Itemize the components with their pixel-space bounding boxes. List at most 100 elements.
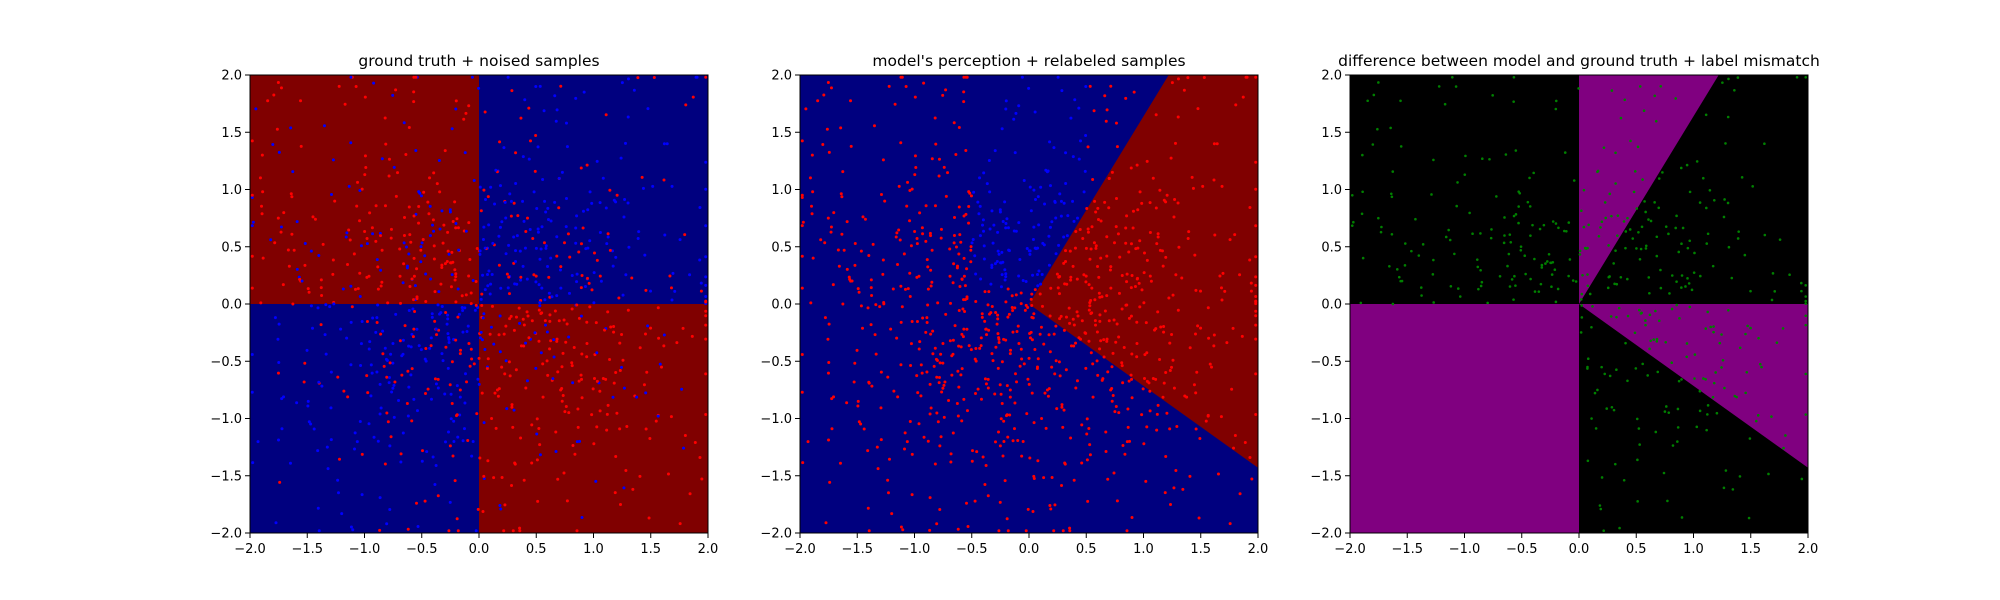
- sample-point: [412, 75, 416, 79]
- sample-point: [1056, 286, 1060, 290]
- sample-point: [649, 326, 653, 330]
- sample-point: [497, 387, 501, 391]
- sample-point: [467, 274, 471, 278]
- mismatch-point: [1657, 206, 1661, 210]
- sample-point: [1075, 277, 1079, 281]
- sample-point: [1092, 109, 1096, 113]
- sample-point: [1084, 85, 1088, 89]
- sample-point: [493, 391, 497, 395]
- sample-point: [1033, 348, 1037, 352]
- sample-point: [925, 320, 929, 324]
- mismatch-point: [1475, 258, 1479, 261]
- sample-point: [474, 529, 478, 533]
- sample-point: [871, 242, 875, 246]
- sample-point: [899, 525, 903, 529]
- sample-point: [519, 436, 523, 440]
- mismatch-point: [1580, 292, 1584, 296]
- sample-point: [1120, 274, 1124, 278]
- sample-point: [417, 205, 421, 209]
- sample-point: [497, 333, 501, 337]
- mismatch-point: [1722, 486, 1726, 490]
- sample-point: [1169, 156, 1173, 160]
- sample-point: [704, 255, 708, 259]
- mismatch-point: [1639, 312, 1643, 315]
- sample-point: [809, 301, 813, 305]
- sample-point: [1027, 356, 1031, 360]
- sample-point: [378, 528, 382, 532]
- sample-point: [1000, 250, 1004, 254]
- sample-point: [329, 438, 333, 442]
- sample-point: [1058, 192, 1062, 196]
- sample-point: [1031, 273, 1035, 277]
- sample-point: [521, 264, 525, 268]
- sample-point: [630, 276, 634, 280]
- sample-point: [1105, 294, 1109, 298]
- sample-point: [1136, 246, 1140, 250]
- sample-point: [983, 319, 987, 323]
- sample-point: [1110, 170, 1114, 174]
- sample-point: [928, 496, 932, 500]
- sample-point: [536, 145, 540, 149]
- sample-point: [1197, 516, 1201, 520]
- sample-points: [1350, 75, 1808, 533]
- sample-point: [317, 254, 321, 258]
- sample-point: [445, 259, 449, 263]
- sample-point: [970, 459, 974, 463]
- mismatch-point: [1723, 198, 1726, 201]
- sample-point: [1142, 301, 1146, 305]
- sample-point: [435, 333, 439, 337]
- sample-point: [454, 414, 458, 418]
- sample-point: [1206, 414, 1210, 418]
- sample-point: [938, 361, 942, 365]
- sample-point: [398, 274, 402, 278]
- sample-point: [978, 346, 982, 350]
- mismatch-point: [1675, 214, 1678, 218]
- sample-point: [957, 252, 961, 256]
- mismatch-point: [1738, 475, 1742, 478]
- sample-point: [1086, 230, 1090, 234]
- x-tick-label: 0.0: [1569, 542, 1590, 557]
- sample-point: [910, 493, 914, 497]
- sample-point: [251, 461, 255, 465]
- sample-point: [306, 287, 310, 291]
- sample-point: [1172, 486, 1176, 490]
- sample-point: [309, 304, 313, 308]
- sample-point: [666, 472, 670, 476]
- sample-point: [497, 263, 501, 267]
- sample-point: [928, 528, 932, 532]
- mismatch-point: [1687, 282, 1691, 285]
- x-tick-label: 1.5: [1190, 542, 1211, 557]
- mismatch-point: [1756, 414, 1760, 417]
- sample-point: [1065, 234, 1069, 238]
- mismatch-point: [1377, 216, 1380, 220]
- sample-point: [1114, 121, 1118, 125]
- sample-point: [1241, 95, 1245, 99]
- sample-point: [1056, 75, 1060, 79]
- sample-point: [572, 346, 576, 350]
- mismatch-point: [1698, 409, 1702, 413]
- sample-point: [1089, 351, 1093, 355]
- sample-point: [618, 341, 622, 345]
- sample-point: [592, 376, 596, 380]
- sample-point: [1138, 305, 1142, 309]
- mismatch-point: [1453, 252, 1456, 256]
- sample-point: [622, 486, 626, 490]
- sample-point: [374, 204, 378, 208]
- sample-point: [1054, 359, 1058, 363]
- sample-point: [428, 346, 432, 350]
- sample-point: [365, 275, 369, 279]
- sample-point: [897, 228, 901, 232]
- sample-point: [924, 239, 928, 243]
- sample-point: [1060, 403, 1064, 407]
- mismatch-point: [1667, 232, 1670, 236]
- sample-point: [1076, 216, 1080, 220]
- sample-point: [1039, 185, 1043, 189]
- mismatch-point: [1619, 116, 1623, 120]
- sample-point: [1060, 89, 1064, 93]
- sample-point: [1140, 288, 1144, 292]
- sample-point: [489, 185, 493, 189]
- sample-point: [962, 100, 966, 104]
- sample-point: [909, 342, 913, 346]
- sample-point: [462, 427, 466, 431]
- x-tick-label: 2.0: [1798, 542, 1819, 557]
